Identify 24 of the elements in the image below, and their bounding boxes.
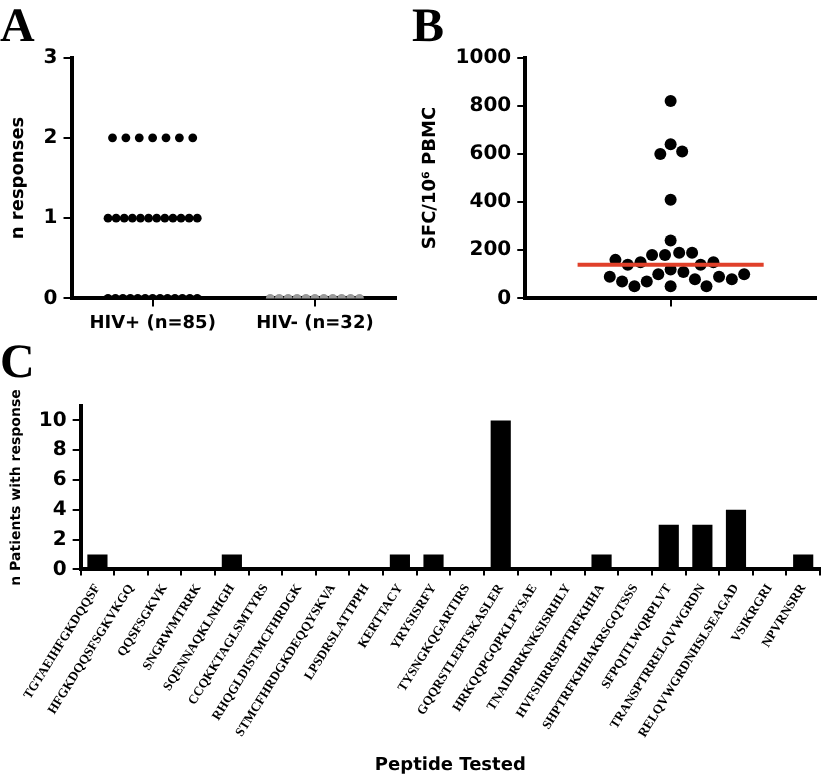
- x-tick-label: HIV+ (n=85): [89, 313, 216, 334]
- y-tick-label: 600: [469, 143, 512, 166]
- y-tick-label: 0: [497, 287, 512, 310]
- y-tick-label: 1: [43, 207, 58, 230]
- y-tick-label: 3: [43, 46, 58, 69]
- chart-title: A: [0, 1, 36, 54]
- y-axis-title: n responses: [9, 116, 30, 240]
- y-tick-label: 8: [52, 439, 67, 462]
- y-tick-label: 1000: [455, 46, 512, 69]
- y-tick-label: 4: [52, 499, 67, 522]
- y-tick-label: 6: [52, 469, 67, 492]
- x-tick-label: HIV- (n=32): [256, 313, 374, 334]
- y-tick-label: 200: [469, 239, 512, 262]
- y-tick-label: 2: [43, 127, 58, 150]
- y-axis-title: SFC/10⁶ PBMC: [421, 106, 442, 250]
- y-tick-label: 2: [52, 528, 67, 551]
- chart-title: C: [0, 337, 35, 390]
- x-axis-title: Peptide Tested: [374, 755, 526, 776]
- y-tick-label: 10: [38, 409, 67, 432]
- y-tick-label: 0: [43, 287, 58, 310]
- y-tick-label: 400: [469, 191, 512, 214]
- y-tick-label: 800: [469, 94, 512, 117]
- chart-title: B: [412, 1, 445, 54]
- y-tick-label: 0: [52, 558, 67, 581]
